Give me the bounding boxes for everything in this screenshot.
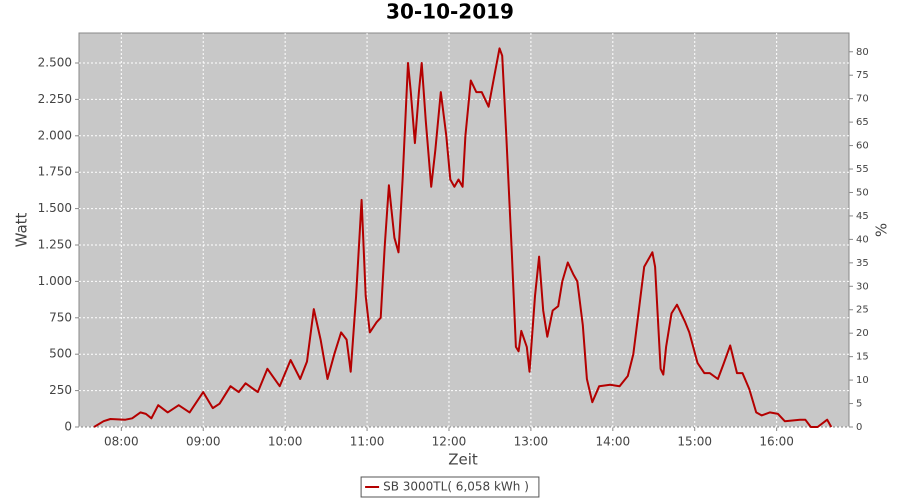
y2-tick-label: 75 (856, 70, 869, 81)
x-tick-label: 08:00 (104, 435, 139, 449)
y-tick-label: 2.000 (38, 128, 72, 142)
y-tick-label: 1.750 (38, 165, 72, 179)
y-tick-label: 250 (49, 383, 72, 397)
y2-tick-label: 80 (856, 47, 869, 58)
y2-axis-title: % (873, 223, 891, 237)
y2-tick-label: 20 (856, 328, 869, 339)
legend-box (360, 476, 540, 498)
legend: SB 3000TL( 6,058 kWh ) (360, 476, 540, 498)
x-axis-title: Zeit (448, 451, 478, 469)
y-tick-label: 1.250 (38, 237, 72, 251)
chart-title: 30-10-2019 (386, 0, 514, 24)
y2-tick-label: 60 (856, 141, 869, 152)
y-axis-title: Watt (13, 212, 31, 247)
line-series (93, 47, 833, 428)
y-tick-label: 750 (49, 310, 72, 324)
y2-tick-label: 65 (856, 117, 869, 128)
x-tick-label: 16:00 (759, 435, 794, 449)
x-tick-label: 12:00 (432, 435, 467, 449)
x-tick-label: 13:00 (514, 435, 549, 449)
y2-tick-label: 15 (856, 352, 869, 363)
x-tick-label: 14:00 (596, 435, 631, 449)
x-tick-label: 09:00 (186, 435, 221, 449)
y-tick-label: 0 (64, 420, 72, 434)
y2-tick-label: 45 (856, 211, 869, 222)
x-tick-label: 11:00 (350, 435, 385, 449)
y-tick-label: 2.250 (38, 92, 72, 106)
y2-tick-label: 40 (856, 234, 869, 245)
y2-tick-label: 25 (856, 305, 869, 316)
y-tick-label: 500 (49, 347, 72, 361)
y-tick-label: 1.000 (38, 274, 72, 288)
legend-label: SB 3000TL( 6,058 kWh ) (383, 480, 529, 494)
y-tick-label: 2.500 (38, 55, 72, 69)
x-tick-label: 15:00 (677, 435, 712, 449)
y2-tick-label: 0 (856, 422, 862, 433)
y2-tick-label: 35 (856, 258, 869, 269)
y2-tick-label: 30 (856, 281, 869, 292)
y2-tick-label: 70 (856, 94, 869, 105)
y2-tick-label: 50 (856, 187, 869, 198)
plot-area (78, 32, 850, 428)
y2-tick-label: 55 (856, 164, 869, 175)
y-tick-label: 1.500 (38, 201, 72, 215)
y2-tick-label: 10 (856, 375, 869, 386)
x-tick-label: 10:00 (268, 435, 303, 449)
y2-tick-label: 5 (856, 399, 862, 410)
